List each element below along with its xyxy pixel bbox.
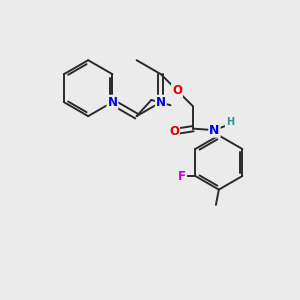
Text: N: N	[107, 96, 117, 109]
Text: O: O	[169, 125, 179, 138]
Text: N: N	[209, 124, 220, 136]
Text: H: H	[226, 117, 234, 127]
Text: F: F	[178, 169, 186, 183]
Text: O: O	[172, 84, 182, 97]
Text: N: N	[156, 96, 166, 109]
